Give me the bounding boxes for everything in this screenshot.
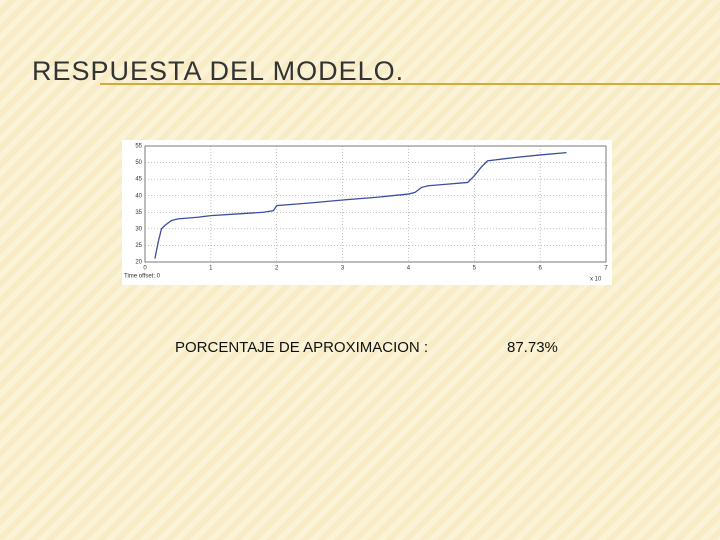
y-tick-label: 45 [135, 177, 142, 183]
x-tick-label: 5 [473, 266, 477, 272]
y-tick-label: 20 [135, 260, 142, 266]
x-tick-label: 1 [209, 266, 213, 272]
slide-title: RESPUESTA DEL MODELO. [32, 56, 404, 86]
y-tick-label: 55 [135, 144, 142, 150]
x-tick-label: 6 [538, 266, 542, 272]
annotation: Time offset: 0 [124, 274, 161, 280]
data-line [154, 151, 567, 259]
x-tick-label: 0 [143, 266, 147, 272]
x-tick-label: 4 [407, 266, 411, 272]
y-tick-label: 25 [135, 243, 142, 249]
y-tick-label: 40 [135, 193, 142, 199]
y-tick-label: 35 [135, 210, 142, 216]
annotation: x 10 [590, 277, 602, 283]
x-tick-label: 3 [341, 266, 345, 272]
y-tick-label: 50 [135, 160, 142, 166]
result-label: PORCENTAJE DE APROXIMACION : [175, 339, 428, 356]
y-tick-label: 30 [135, 226, 142, 232]
x-tick-label: 7 [604, 266, 608, 272]
result-value: 87.73% [507, 339, 558, 356]
x-tick-label: 2 [275, 266, 279, 272]
